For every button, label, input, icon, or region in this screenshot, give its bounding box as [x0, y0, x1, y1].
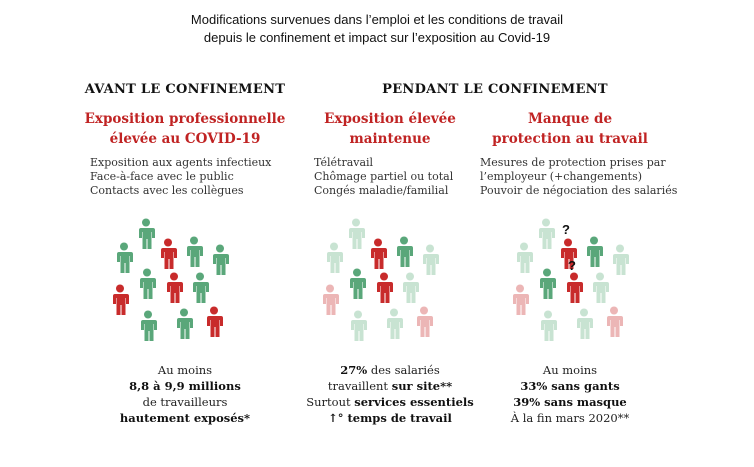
person-icon [420, 244, 440, 280]
people-group-protection: ?? [500, 210, 640, 350]
stat-protection: Au moins 33% sans gants 39% sans masque … [475, 362, 665, 426]
factors-list-protection: Mesures de protection prises par l’emplo… [480, 156, 677, 198]
person-icon [564, 272, 584, 308]
heading-exposure-maintained: Exposition élevée maintenue [300, 109, 480, 149]
person-icon [584, 236, 604, 272]
person-icon [346, 218, 366, 254]
person-icon [384, 308, 404, 344]
list-item: Mesures de protection prises par [480, 156, 666, 169]
person-icon [114, 242, 134, 278]
person-icon [514, 242, 534, 278]
section-before-lockdown: AVANT LE CONFINEMENT [84, 82, 286, 97]
person-icon [610, 244, 630, 280]
stat-line: hautement exposés* [119, 411, 251, 425]
people-group-during [310, 210, 450, 350]
person-icon [604, 306, 624, 342]
list-item: Exposition aux agents infectieux [90, 156, 272, 169]
person-icon [136, 218, 156, 254]
person-icon [110, 284, 130, 320]
person-icon [394, 236, 414, 272]
stat-line: 39% sans masque [513, 395, 627, 409]
heading-line: maintenue [349, 131, 431, 147]
person-icon [400, 272, 420, 308]
stat-line: Au moins [542, 363, 598, 377]
list-item: Pouvoir de négociation des salariés [480, 184, 678, 197]
person-icon [204, 306, 224, 342]
person-icon [190, 272, 210, 308]
person-icon [510, 284, 530, 320]
person-icon [368, 238, 388, 274]
people-group-before [100, 210, 240, 350]
stat-line: 8,8 à 9,9 millions [129, 379, 241, 393]
person-icon [538, 310, 558, 346]
stat-line: 27% des salariés [340, 363, 440, 377]
person-icon [210, 244, 230, 280]
person-icon [158, 238, 178, 274]
person-icon [348, 310, 368, 346]
stat-during: 27% des salariés travaillent sur site** … [295, 362, 485, 426]
list-item: Télétravail [314, 156, 374, 169]
stat-line: travaillent sur site** [327, 379, 453, 393]
stat-before: Au moins 8,8 à 9,9 millions de travaille… [85, 362, 285, 426]
question-mark-icon: ? [562, 222, 570, 237]
person-icon [138, 310, 158, 346]
title-line-1: Modifications survenues dans l’emploi et… [190, 12, 564, 27]
heading-line: Exposition élevée [324, 111, 456, 127]
heading-line: Manque de [527, 111, 613, 127]
heading-high-exposure: Exposition professionnelle élevée au COV… [70, 109, 300, 149]
person-icon [164, 272, 184, 308]
person-icon [374, 272, 394, 308]
list-item: l’employeur (+changements) [480, 170, 643, 183]
person-icon [574, 308, 594, 344]
stat-line: 33% sans gants [520, 379, 620, 393]
factors-list-during: Télétravail Chômage partiel ou total Con… [314, 156, 453, 198]
factors-list-before: Exposition aux agents infectieux Face-à-… [90, 156, 271, 198]
stat-line: À la fin mars 2020** [510, 411, 630, 425]
person-icon [414, 306, 434, 342]
person-icon [184, 236, 204, 272]
heading-line: élevée au COVID-19 [109, 131, 261, 147]
heading-line: protection au travail [492, 131, 648, 147]
figure-title: Modifications survenues dans l’emploi et… [0, 11, 754, 47]
heading-lack-of-protection: Manque de protection au travail [475, 109, 665, 149]
person-icon [137, 268, 157, 304]
stat-line: ↑° temps de travail [328, 411, 452, 425]
person-icon [558, 238, 578, 274]
section-during-lockdown: PENDANT LE CONFINEMENT [382, 82, 608, 97]
person-icon [324, 242, 344, 278]
list-item: Congés maladie/familial [314, 184, 449, 197]
list-item: Contacts avec les collègues [90, 184, 244, 197]
stat-line: Au moins [157, 363, 213, 377]
person-icon [590, 272, 610, 308]
list-item: Chômage partiel ou total [314, 170, 454, 183]
stat-line: Surtout services essentiels [306, 395, 474, 409]
person-icon [536, 218, 556, 254]
heading-line: Exposition professionnelle [84, 111, 286, 127]
question-mark-icon: ? [568, 258, 576, 273]
list-item: Face-à-face avec le public [90, 170, 234, 183]
person-icon [537, 268, 557, 304]
person-icon [347, 268, 367, 304]
title-line-2: depuis le confinement et impact sur l’ex… [203, 30, 551, 45]
stat-line: de travailleurs [142, 395, 228, 409]
person-icon [174, 308, 194, 344]
person-icon [320, 284, 340, 320]
